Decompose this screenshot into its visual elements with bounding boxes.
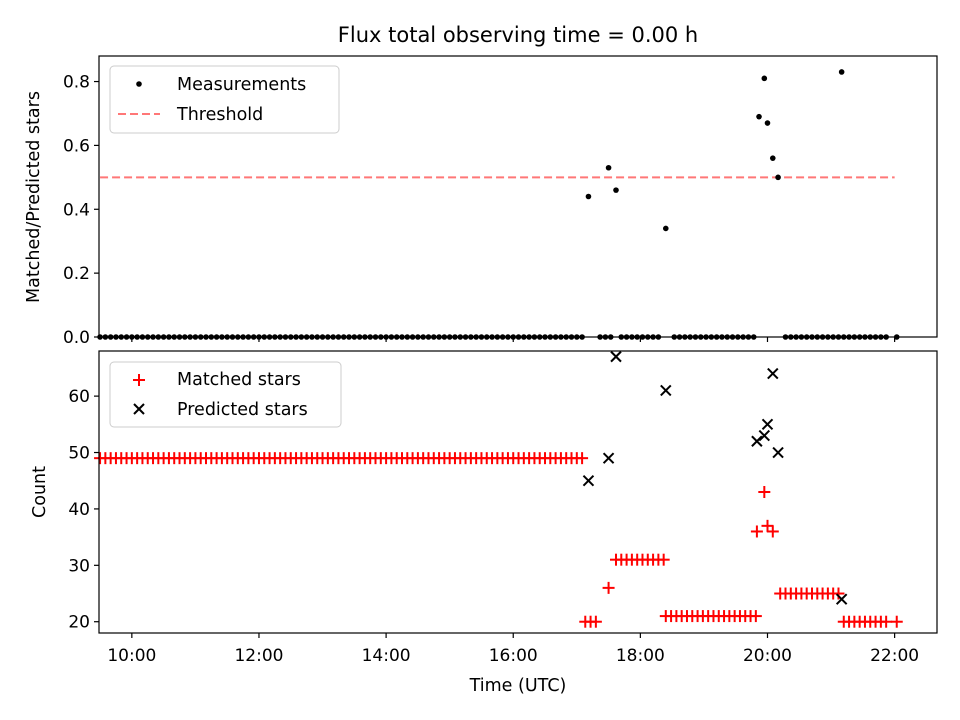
top-y-tick-label: 0.8 [63, 73, 90, 93]
legend-threshold-label: Threshold [176, 105, 263, 125]
bottom-y-tick-label: 50 [68, 444, 90, 464]
bottom-axes-frame [98, 350, 938, 634]
measurement-point [605, 164, 612, 171]
top-axis-ticks: 0.0 0.2 0.4 0.6 0.8 [63, 73, 896, 348]
matched-star-point [758, 486, 771, 498]
bottom-legend-box [109, 361, 342, 428]
chart-title: Flux total observing time = 0.00 h [338, 23, 698, 47]
legend-matched-label: Matched stars [177, 370, 301, 390]
measurement-point [769, 155, 776, 161]
bottom-panel: Count Time (UTC) 20 30 40 50 60 10:00 12:00 14:… [30, 350, 938, 696]
bottom-legend: Matched stars Predicted stars [109, 361, 342, 428]
predicted-star-point [758, 429, 771, 442]
bottom-y-tick-label: 20 [68, 613, 90, 633]
matched-star-point [576, 452, 589, 465]
measurement-point [662, 225, 669, 232]
x-tick-label: 18:00 [616, 646, 665, 666]
matched-star-point [761, 519, 774, 532]
predicted-star-point [610, 350, 622, 363]
top-legend-box [109, 65, 340, 134]
bottom-plot-area [94, 350, 903, 628]
x-tick-label: 12:00 [234, 646, 283, 666]
top-legend: Measurements Threshold [109, 65, 340, 134]
top-panel: Flux total observing time = 0.00 h Match… [24, 23, 938, 348]
matched-star-point [880, 615, 893, 628]
predicted-star-point [772, 446, 784, 459]
bottom-y-tick-label: 60 [68, 387, 90, 407]
x-tick-label: 20:00 [743, 646, 792, 666]
predicted-star-point [660, 384, 672, 397]
predicted-star-point [767, 367, 779, 380]
bottom-y-axis-label: Count [30, 466, 50, 518]
measurement-point [761, 75, 768, 82]
x-tick-label: 14:00 [362, 646, 411, 666]
matched-star-point [890, 615, 903, 628]
matched-star-point [589, 615, 602, 628]
x-axis-label: Time (UTC) [469, 676, 567, 696]
predicted-star-point [751, 435, 763, 447]
top-y-tick-label: 0.2 [63, 264, 90, 284]
matched-star-point [602, 581, 615, 594]
measurement-point [613, 187, 619, 193]
top-axes-frame [98, 55, 938, 338]
matched-star-point [832, 587, 845, 600]
legend-matched-marker [133, 374, 145, 386]
bottom-y-tick-label: 30 [68, 556, 90, 576]
measurement-point [838, 69, 845, 75]
legend-predicted-label: Predicted stars [177, 400, 308, 420]
bottom-axis-ticks: 20 30 40 50 60 10:00 12:00 14:00 16:00 18:00 20:00… [68, 387, 919, 666]
measurement-point [585, 193, 592, 200]
matched-star-point [749, 610, 762, 623]
matched-star-point [657, 553, 670, 566]
predicted-star-point [761, 418, 774, 431]
measurement-point [764, 120, 771, 126]
predicted-star-point [582, 475, 595, 487]
legend-measurements-label: Measurements [177, 75, 306, 95]
top-y-tick-label: 0.6 [63, 136, 90, 156]
top-y-tick-label: 0.4 [63, 200, 90, 220]
x-tick-label: 10:00 [107, 646, 156, 666]
bottom-y-tick-label: 40 [68, 500, 90, 520]
x-tick-label: 16:00 [489, 646, 538, 666]
matched-star-point [750, 525, 763, 538]
x-tick-label: 22:00 [870, 646, 919, 666]
predicted-star-point [835, 593, 848, 605]
measurement-point [775, 174, 781, 181]
top-y-tick-label: 0.0 [63, 328, 90, 348]
matched-star-point [766, 525, 779, 538]
top-y-axis-label: Matched/Predicted stars [24, 91, 44, 303]
legend-predicted-marker [133, 403, 145, 415]
measurement-point [756, 113, 762, 120]
predicted-star-point [602, 452, 615, 464]
legend-measurements-marker [136, 81, 142, 87]
